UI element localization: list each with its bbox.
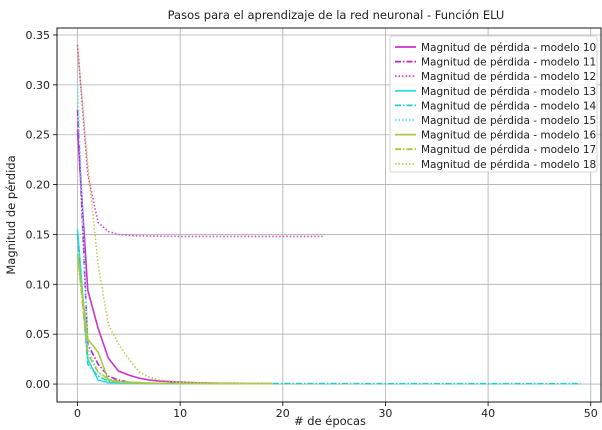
plot-frame [56, 27, 602, 403]
y-tick-label: 0.10 [26, 278, 51, 291]
legend-label: Magnitud de pérdida - modelo 16 [421, 130, 597, 142]
legend: Magnitud de pérdida - modelo 10 Magnitud … [389, 35, 598, 173]
x-axis-label: # de épocas [294, 414, 366, 428]
series-line-modelo-14 [76, 234, 581, 385]
x-tick-label: 50 [584, 407, 598, 420]
legend-label: Magnitud de pérdida - modelo 10 [421, 42, 596, 54]
series-line-modelo-15 [76, 84, 170, 385]
y-axis-label: Magnitud de pérdida [4, 155, 18, 274]
y-tick-label: 0.00 [26, 378, 51, 391]
x-tick-label: 0 [74, 407, 81, 420]
series-line-modelo-17 [76, 254, 170, 385]
series-lines [76, 44, 581, 385]
legend-label: Magnitud de pérdida - modelo 17 [421, 144, 596, 156]
legend-label: Magnitud de pérdida - modelo 11 [421, 57, 596, 69]
series-line-modelo-12 [76, 44, 324, 238]
y-tick-label: 0.25 [26, 129, 51, 142]
y-tick-label: 0.05 [26, 328, 51, 341]
legend-label: Magnitud de pérdida - modelo 14 [421, 100, 597, 112]
y-tick-label: 0.20 [26, 179, 51, 192]
series-line-modelo-10 [76, 129, 273, 385]
x-tick-label: 40 [481, 407, 495, 420]
x-tick-label: 20 [276, 407, 290, 420]
y-axis-ticks: 0.00 0.05 0.10 0.15 0.20 0.25 0.30 0.35 [26, 29, 57, 391]
series-line-modelo-13 [76, 229, 273, 385]
legend-label: Magnitud de pérdida - modelo 18 [421, 159, 596, 171]
y-tick-label: 0.30 [26, 79, 51, 92]
legend-box [389, 35, 598, 173]
x-tick-label: 30 [378, 407, 392, 420]
x-tick-label: 10 [173, 407, 187, 420]
chart-title: Pasos para el aprendizaje de la red neur… [168, 8, 505, 22]
legend-label: Magnitud de pérdida - modelo 13 [421, 86, 596, 98]
y-tick-label: 0.35 [26, 29, 51, 42]
legend-label: Magnitud de pérdida - modelo 15 [421, 115, 596, 127]
y-tick-label: 0.15 [26, 228, 51, 241]
series-line-modelo-18 [76, 46, 273, 385]
x-axis-ticks: 0 10 20 30 40 50 [74, 402, 598, 420]
legend-label: Magnitud de pérdida - modelo 12 [421, 71, 596, 83]
